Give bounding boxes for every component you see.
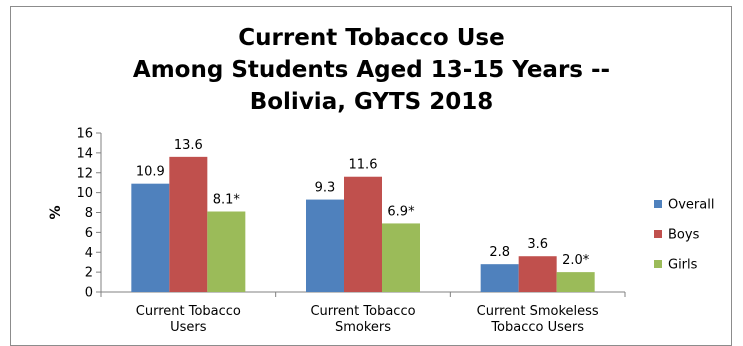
bar-overall-2: [306, 199, 344, 292]
chart-legend: Overall Boys Girls: [654, 198, 714, 273]
data-label-overall-3: 2.8: [489, 245, 510, 260]
legend-label-overall: Overall: [668, 198, 714, 213]
x-category-label: Tobacco Users: [490, 320, 584, 335]
data-label-overall-1: 10.9: [136, 165, 165, 180]
y-tick-label: 14: [76, 146, 93, 161]
x-category-label: Current Smokeless: [477, 304, 599, 319]
legend-swatch-boys: [654, 230, 662, 238]
bar-boys-2: [344, 176, 382, 292]
data-label-girls-1: 8.1*: [213, 193, 241, 208]
bar-boys-3: [518, 256, 557, 292]
bar-girls-3: [556, 272, 595, 292]
y-tick-label: 2: [85, 266, 93, 281]
y-tick-label: 16: [76, 127, 93, 142]
y-tick-label: 4: [85, 246, 93, 261]
data-label-boys-1: 13.6: [174, 138, 203, 153]
chart-data-labels: 10.9 13.6 8.1* 9.3 11.6 6.9* 2.8 3.6 2.0*: [136, 138, 590, 268]
chart-title: Current Tobacco Use Among Students Aged …: [0, 22, 743, 118]
data-label-boys-3: 3.6: [527, 237, 548, 252]
y-axis-label: %: [48, 205, 64, 219]
bar-girls-1: [207, 211, 246, 292]
legend-label-boys: Boys: [668, 228, 700, 243]
data-label-girls-2: 6.9*: [387, 204, 415, 219]
chart-bars: [131, 156, 595, 292]
bar-overall-1: [131, 183, 170, 292]
chart-title-line-2: Among Students Aged 13-15 Years --: [132, 57, 611, 83]
bar-overall-3: [480, 264, 519, 292]
legend-swatch-overall: [654, 200, 662, 208]
x-category-label: Users: [170, 320, 207, 335]
y-tick-label: 0: [85, 286, 93, 301]
chart-title-line-1: Current Tobacco Use: [238, 25, 505, 51]
y-tick-label: 12: [76, 166, 93, 181]
bar-girls-2: [382, 223, 420, 292]
bar-boys-1: [169, 156, 208, 292]
legend-label-girls: Girls: [668, 258, 698, 273]
x-category-label: Current Tobacco: [136, 304, 241, 319]
legend-swatch-girls: [654, 260, 662, 268]
y-tick-label: 10: [76, 186, 93, 201]
x-category-label: Smokers: [335, 320, 391, 335]
data-label-girls-3: 2.0*: [562, 253, 590, 268]
y-tick-label: 8: [85, 206, 93, 221]
data-label-overall-2: 9.3: [315, 181, 336, 196]
y-tick-label: 6: [85, 226, 93, 241]
data-label-boys-2: 11.6: [349, 158, 378, 173]
chart-title-line-3: Bolivia, GYTS 2018: [249, 89, 494, 115]
x-category-label: Current Tobacco: [310, 304, 415, 319]
